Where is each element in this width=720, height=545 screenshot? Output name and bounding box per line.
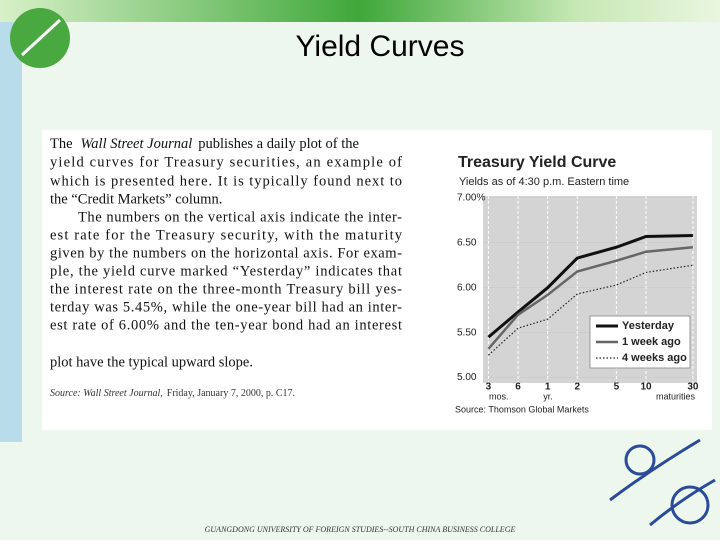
text-line: given by the numbers on the horizontal a… [50, 245, 402, 261]
chart-title: Treasury Yield Curve [458, 154, 616, 171]
chart-source: Source: Thomson Global Markets [455, 404, 589, 414]
text-block: The Wall Street Journal publishes a daily … [50, 136, 403, 399]
x-tick-label: 6 [515, 382, 521, 393]
logo-leaf [20, 18, 62, 57]
series-line [487, 246, 694, 350]
text-line: The numbers on the vertical axis indicat… [78, 209, 402, 225]
footer: GUANGDONG UNIVERSITY OF FOREIGN STUDIES-… [205, 525, 516, 534]
x-tick-label: 30 [687, 382, 699, 393]
series-line [487, 234, 693, 339]
y-tick-label: 6.50 [457, 237, 477, 248]
text-line: est rate of 6.00% and the ten-year bond … [50, 317, 402, 333]
x-tick-label: 10 [640, 382, 652, 393]
text-line: terday was 5.45%, while the one-year bil… [50, 299, 402, 315]
header-band [0, 0, 720, 22]
side-strip [0, 22, 22, 442]
text-line: yield curves for Treasury securities, an… [50, 154, 402, 170]
text-line: The Wall Street Journal publishes a daily … [50, 136, 359, 152]
text-line: the “Credit Markets” column. [50, 191, 222, 207]
text-line: the interest rate on the three-month Tre… [50, 281, 402, 297]
ornament [609, 438, 716, 527]
text-span: publishes a daily plot of the [198, 136, 359, 152]
x-tick-label: 1 [545, 382, 551, 393]
x-unit-label: yr. [543, 391, 553, 401]
chart: 5.00 5.50 6.00 6.50 7.00% 3 6 1 2 5 10 30 mos. yr. mat… [457, 192, 699, 401]
text-span: Friday, January 7, 2000, p. C17. [167, 388, 295, 399]
x-tick-label: 3 [486, 382, 492, 393]
legend: Yesterday 1 week ago 4 weeks ago [589, 315, 691, 369]
series-line [488, 264, 694, 356]
text-line: plot have the typical upward slope. [50, 354, 253, 370]
y-tick-label: 7.00% [457, 192, 485, 203]
x-tick-label: 5 [614, 382, 620, 393]
text-line: ple, the yield curve marked “Yesterday” … [50, 263, 402, 279]
x-tick-label: 2 [574, 382, 580, 393]
legend-label: 1 week ago [622, 336, 681, 348]
y-tick-label: 6.00 [457, 282, 477, 293]
x-unit-label: maturities [656, 391, 696, 401]
legend-label: Yesterday [622, 320, 675, 332]
legend-label: 4 weeks ago [622, 352, 687, 364]
text-span: Source: Wall Street Journal, [50, 388, 163, 399]
chart-subtitle: Yields as of 4:30 p.m. Eastern time [459, 176, 629, 188]
y-tick-label: 5.00 [457, 372, 477, 383]
source-line: Source: Wall Street Journal, Friday, Janu… [50, 388, 295, 399]
text-span: The [50, 136, 73, 152]
x-unit-label: mos. [489, 391, 509, 401]
slide-title: Yield Curves [296, 30, 465, 63]
text-span: Wall Street Journal [81, 136, 193, 152]
y-tick-label: 5.50 [457, 327, 477, 338]
text-line: which is presented here. It is typically… [50, 173, 402, 189]
